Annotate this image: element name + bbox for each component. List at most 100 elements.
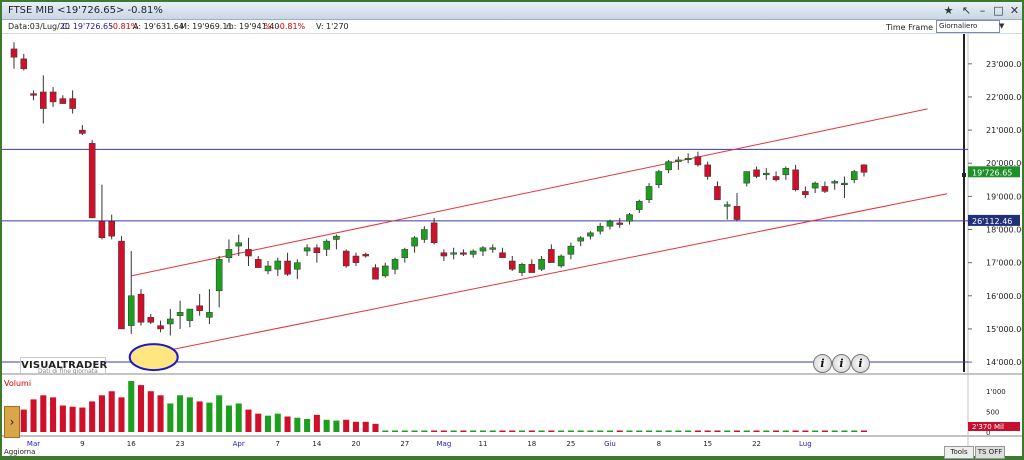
x-axis-label: 25: [566, 440, 575, 448]
candle: [577, 237, 584, 242]
candle: [831, 181, 838, 184]
price-axis-label: 20'000.00: [986, 159, 1022, 168]
candle: [675, 159, 682, 162]
info-button-2[interactable]: i: [832, 354, 851, 373]
volume-bar: [50, 397, 57, 432]
price-chart[interactable]: 23'000.00 22'000.00 21'000.00 20'000.00 19'0…: [2, 34, 1024, 456]
minimize-icon[interactable]: –: [979, 4, 986, 17]
volume-bar: [763, 430, 770, 432]
volume-bar: [186, 397, 193, 432]
timeframe-label: Time Frame: [886, 23, 934, 32]
x-axis-label: Apr: [233, 440, 245, 448]
candle: [20, 58, 28, 70]
pin-icon[interactable]: ★: [943, 4, 954, 17]
volume-bar: [450, 430, 457, 432]
candle: [30, 93, 37, 96]
candle: [137, 293, 145, 323]
info-button-3[interactable]: i: [851, 354, 870, 373]
price-axis-label: 21'000.00: [986, 126, 1022, 135]
chart-background: [2, 34, 1022, 456]
volume-bar: [137, 385, 145, 432]
expand-panel-button[interactable]: ›: [4, 406, 20, 438]
info-button-1[interactable]: i: [813, 354, 832, 373]
timeframe-select[interactable]: Giornaliero: [936, 20, 1000, 33]
info-high: M: 19'969.11: [180, 22, 233, 31]
candle: [811, 182, 819, 189]
candle: [206, 312, 213, 318]
volume-bar: [79, 407, 86, 432]
volume-bar: [460, 430, 467, 432]
volume-bar: [558, 430, 565, 432]
candle: [59, 98, 67, 104]
tools-button[interactable]: Tools: [944, 446, 974, 459]
chart-area[interactable]: 23'000.00 22'000.00 21'000.00 20'000.00 19'0…: [2, 34, 1024, 456]
candle: [802, 191, 809, 195]
volume-bar: [89, 401, 96, 432]
candle: [460, 252, 467, 255]
volume-bar: [665, 430, 672, 432]
volume-bar: [216, 395, 223, 432]
candle: [352, 255, 360, 263]
candle: [821, 186, 829, 192]
volume-bar: [694, 430, 701, 432]
chevron-down-icon[interactable]: ▼: [999, 22, 1005, 30]
ts-off-button[interactable]: TS OFF: [975, 446, 1005, 459]
volume-bar: [851, 430, 858, 432]
candle: [587, 232, 594, 237]
close-icon[interactable]: ✕: [1009, 4, 1020, 17]
volume-bar: [362, 421, 369, 432]
volume-bar: [567, 430, 574, 432]
candle: [430, 222, 438, 244]
volume-bar: [714, 430, 721, 432]
highlight-ellipse: [128, 343, 179, 372]
refresh-label[interactable]: Aggiorna: [4, 448, 36, 456]
candle: [704, 164, 711, 177]
candle: [372, 267, 379, 280]
volume-bar: [606, 430, 614, 432]
price-axis-label: 14'000.00: [986, 358, 1022, 367]
candle: [108, 220, 115, 237]
candle: [303, 247, 311, 252]
candle: [450, 252, 457, 255]
x-axis-label: Giu: [604, 440, 616, 448]
candle: [626, 214, 633, 222]
maximize-icon[interactable]: □: [993, 4, 1004, 17]
volume-bar: [831, 430, 838, 432]
volume-bar: [167, 403, 174, 432]
cursor-icon[interactable]: ↖: [961, 4, 972, 17]
candle: [850, 171, 858, 181]
volume-bar: [860, 430, 868, 432]
title-bar: FTSE MIB <19'726.65> -0.81% ★ ↖ – □ ✕: [2, 2, 1022, 20]
candle: [841, 182, 848, 186]
volume-bar: [323, 419, 330, 432]
volume-bar: [401, 430, 408, 432]
x-axis-label: Lug: [799, 440, 812, 448]
volume-bar: [812, 430, 819, 432]
candle: [313, 247, 321, 253]
candle: [196, 305, 203, 311]
candle: [469, 250, 477, 255]
x-axis-label: 23: [176, 440, 185, 448]
candle: [49, 91, 57, 103]
volume-bar: [528, 430, 535, 432]
window-title: FTSE MIB <19'726.65> -0.81%: [8, 5, 163, 16]
volume-tag: 2'370 Mil: [972, 423, 1004, 431]
x-axis-label: 18: [527, 440, 536, 448]
candle: [548, 249, 555, 263]
volume-bar: [675, 430, 682, 432]
volume-title: Volumi: [4, 379, 32, 388]
candle: [157, 325, 164, 330]
candle: [772, 176, 780, 181]
x-axis-label: Mag: [436, 440, 451, 448]
x-axis-label: 11: [479, 440, 488, 448]
candle: [333, 235, 340, 240]
volume-bar: [802, 430, 809, 432]
candle: [860, 164, 868, 173]
x-axis-label: 8: [657, 440, 661, 448]
candle: [254, 259, 262, 268]
candle: [606, 220, 614, 227]
volume-bar: [382, 430, 389, 432]
candle: [215, 259, 223, 292]
candle: [245, 249, 252, 257]
